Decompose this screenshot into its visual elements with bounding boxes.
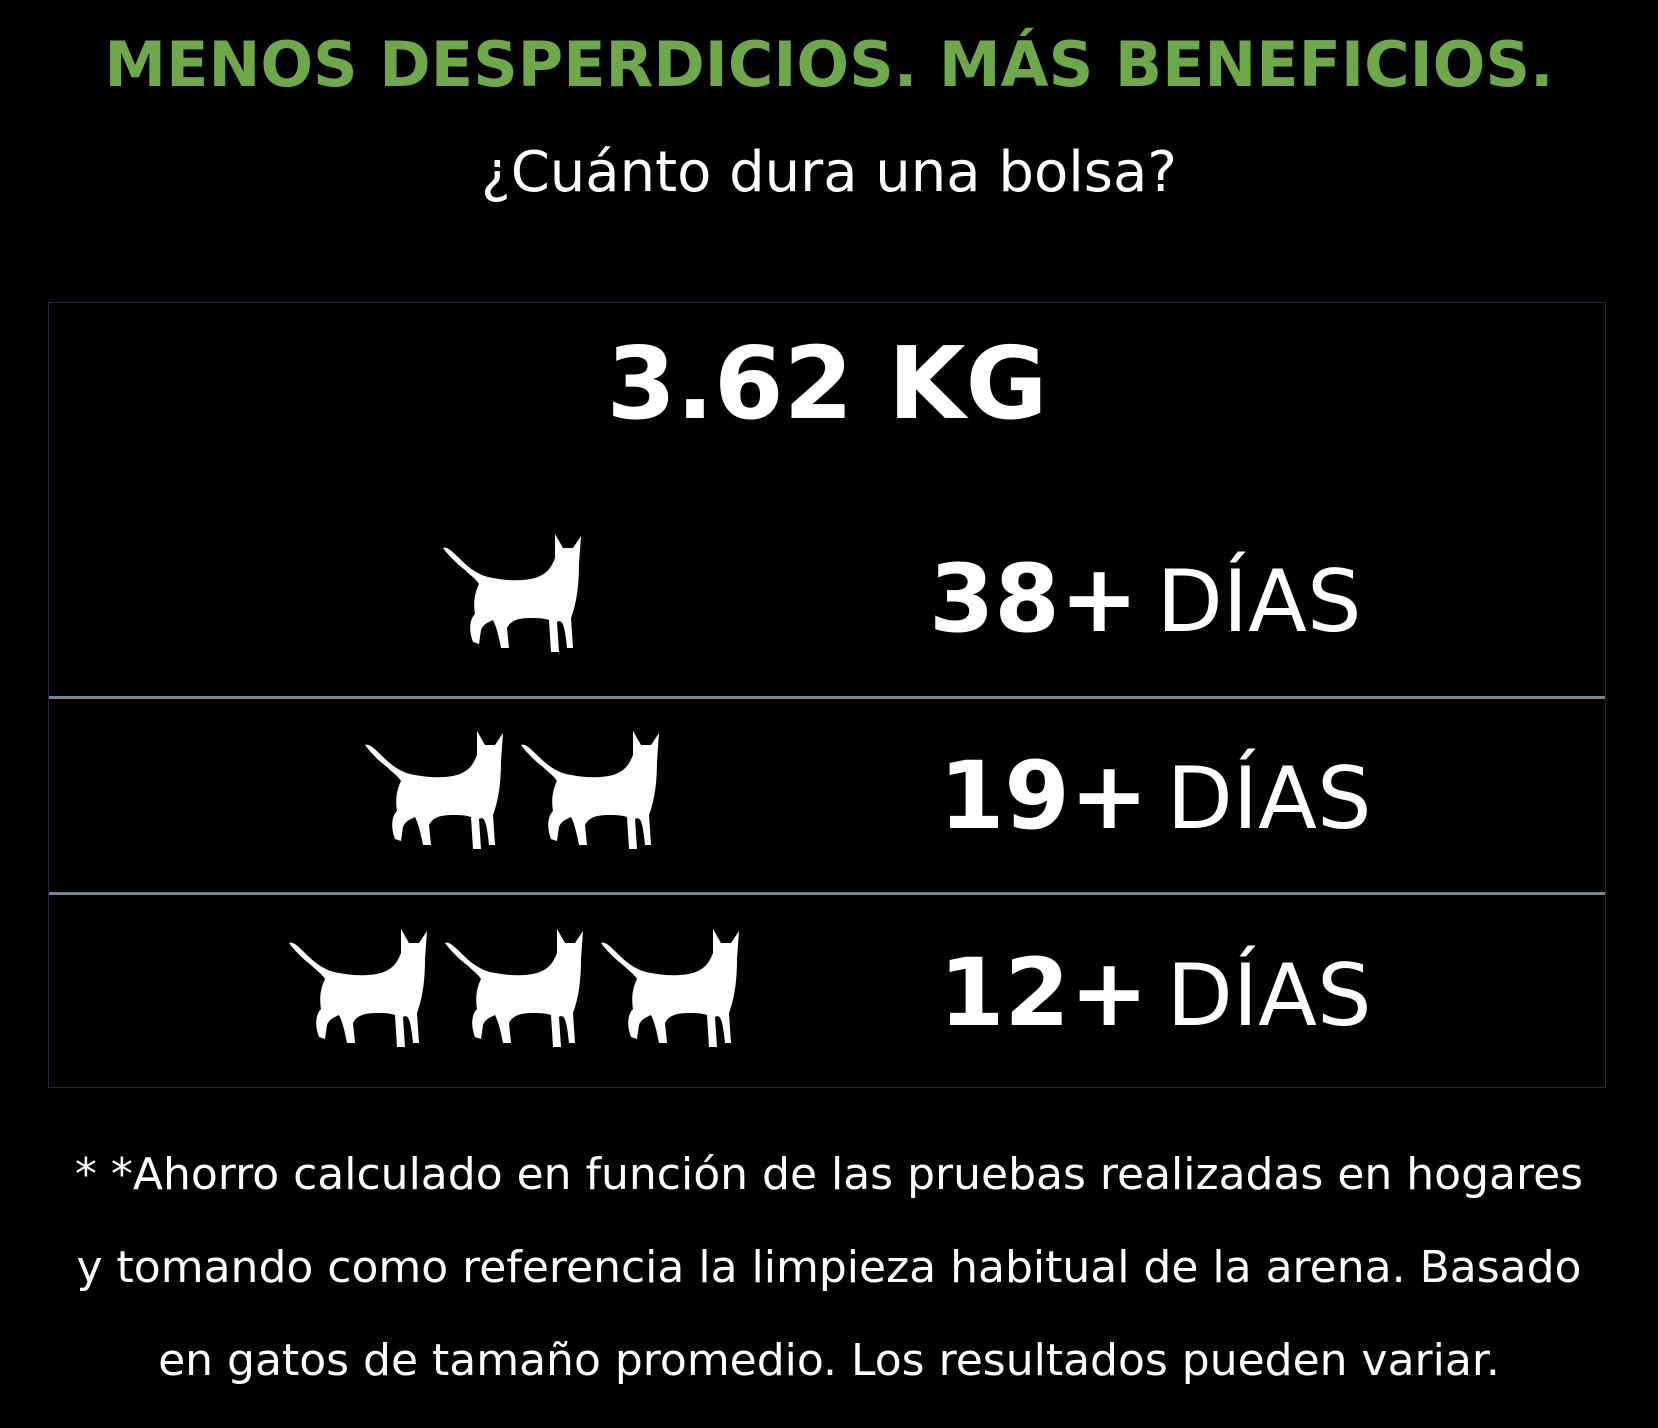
- cat-silhouette-icon: [289, 929, 427, 1047]
- footnote-line-3: en gatos de tamaño promedio. Los resulta…: [158, 1335, 1500, 1386]
- days-unit: DÍAS: [1166, 946, 1372, 1046]
- cat-silhouette-icon: [365, 731, 503, 849]
- footnote-line-1: * *Ahorro calculado en función de las pr…: [74, 1149, 1584, 1200]
- days-unit: DÍAS: [1166, 749, 1372, 849]
- subtitle: ¿Cuánto dura una bolsa?: [480, 140, 1177, 205]
- row-divider: [49, 892, 1605, 895]
- days-row-1: 38+ DÍAS: [929, 553, 1362, 647]
- headline: MENOS DESPERDICIOS. MÁS BENEFICIOS.: [104, 28, 1554, 101]
- bag-weight: 3.62 KG: [606, 325, 1048, 442]
- days-row-2: 19+ DÍAS: [939, 750, 1372, 844]
- days-row-3: 12+ DÍAS: [939, 947, 1372, 1041]
- cats-row-1: [439, 528, 589, 658]
- cat-silhouette-icon: [445, 929, 583, 1047]
- cats-row-2: [361, 725, 667, 855]
- cat-silhouette-icon: [521, 731, 659, 849]
- footnote: * *Ahorro calculado en función de las pr…: [20, 1128, 1638, 1407]
- duration-table: 3.62 KG 38+ DÍAS 19+ DÍAS 12+ DÍAS: [48, 302, 1606, 1088]
- days-value: 12+: [939, 939, 1149, 1048]
- days-value: 19+: [939, 742, 1149, 851]
- row-divider: [49, 696, 1605, 699]
- cat-silhouette-icon: [601, 929, 739, 1047]
- days-value: 38+: [929, 545, 1139, 654]
- cats-row-3: [285, 923, 747, 1053]
- footnote-line-2: y tomando como referencia la limpieza ha…: [76, 1242, 1582, 1293]
- cat-silhouette-icon: [443, 534, 581, 652]
- days-unit: DÍAS: [1156, 552, 1362, 652]
